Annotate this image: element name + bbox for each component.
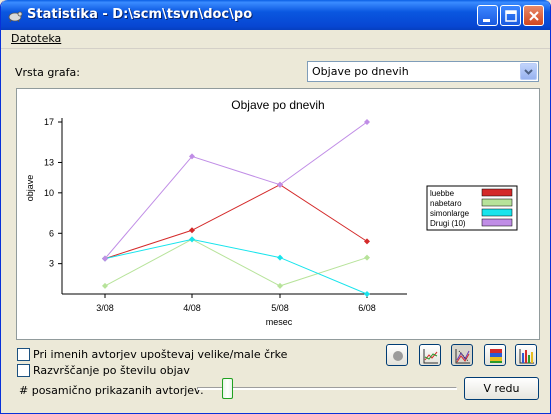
data-point <box>277 254 283 261</box>
tortoise-icon <box>8 11 23 23</box>
record-button[interactable] <box>386 344 408 366</box>
graph-type-value: Objave po dnevih <box>312 65 409 78</box>
y-tick-label: 13 <box>44 157 54 167</box>
menu-file[interactable]: Datoteka <box>11 32 61 45</box>
authors-slider-thumb[interactable] <box>221 378 233 399</box>
legend-label: luebbe <box>430 189 455 198</box>
minimize-button[interactable] <box>477 5 498 26</box>
data-point <box>277 282 283 289</box>
ok-button[interactable]: V redu <box>464 377 539 400</box>
bar-graph-icon <box>519 349 534 364</box>
close-icon <box>529 11 539 21</box>
graph-type-dropdown-button[interactable] <box>520 63 537 80</box>
case-sensitive-checkbox[interactable] <box>17 348 30 361</box>
x-tick-label: 5/08 <box>271 303 289 313</box>
stacked-graph-button[interactable] <box>451 344 473 366</box>
data-point <box>364 238 370 245</box>
title-bar[interactable]: Statistika - D:\scm\tsvn\doc\po <box>1 0 550 30</box>
data-point <box>364 291 370 297</box>
data-point <box>189 236 195 243</box>
bar-stacked-icon <box>490 349 502 363</box>
bar-graph-button[interactable] <box>515 344 537 366</box>
authors-slider-label: # posamično prikazanih avtorjev: <box>19 384 204 397</box>
x-tick-label: 6/08 <box>358 303 376 313</box>
maximize-button[interactable] <box>500 5 521 26</box>
data-point <box>277 181 283 188</box>
maximize-icon <box>505 10 517 22</box>
graph-type-select[interactable]: Objave po dnevih <box>307 61 539 82</box>
series-line <box>104 121 368 259</box>
data-point <box>189 227 195 234</box>
legend-label: Drugi (10) <box>430 219 466 228</box>
chevron-down-icon <box>524 69 533 75</box>
y-tick-label: 3 <box>49 259 54 269</box>
sort-by-commits-checkbox[interactable] <box>17 364 30 377</box>
x-axis-label: mesec <box>266 317 293 327</box>
chart-title: Objave po dnevih <box>231 98 324 112</box>
chart-area: Objave po dnevih 3 6 10 13 17 3/08 4/08 5/08 6/08… <box>16 88 540 340</box>
case-sensitive-label: Pri imenih avtorjev upoštevaj velike/mal… <box>33 348 288 361</box>
y-axis-label: objave <box>25 175 35 202</box>
data-point <box>102 255 108 262</box>
stacked-graph-icon <box>455 349 470 364</box>
data-point <box>364 254 370 261</box>
line-graph-button[interactable] <box>419 344 441 366</box>
graph-type-label: Vrsta grafa: <box>15 66 80 79</box>
data-point <box>102 282 108 289</box>
close-button[interactable] <box>523 5 544 26</box>
y-tick-label: 17 <box>44 117 54 127</box>
authors-slider-track[interactable] <box>197 387 457 390</box>
sort-by-commits-label: Razvrščanje po številu objav <box>33 364 190 377</box>
legend-label: nabetaro <box>430 199 462 208</box>
minimize-icon <box>483 19 490 22</box>
record-icon <box>393 351 403 361</box>
y-tick-label: 10 <box>44 188 54 198</box>
line-chart: Objave po dnevih 3 6 10 13 17 3/08 4/08 5/08 6/08… <box>25 98 518 327</box>
data-point <box>364 119 370 125</box>
series-line <box>104 184 368 260</box>
y-tick-label: 6 <box>49 228 54 238</box>
legend-swatch <box>481 208 513 217</box>
line-graph-icon <box>423 349 438 364</box>
menu-bar: Datoteka <box>1 30 550 49</box>
menu-file-label: Datoteka <box>11 32 62 45</box>
x-tick-label: 4/08 <box>183 303 201 313</box>
bar-stacked-button[interactable] <box>484 344 506 366</box>
series-line <box>104 238 368 295</box>
legend-swatch <box>481 198 513 207</box>
legend-label: simonlarge <box>430 209 470 218</box>
window-title: Statistika - D:\scm\tsvn\doc\po <box>27 7 253 22</box>
legend-swatch <box>481 188 513 197</box>
legend-swatch <box>481 218 513 227</box>
data-point <box>189 153 195 160</box>
x-tick-label: 3/08 <box>96 303 114 313</box>
series-line <box>104 238 368 287</box>
